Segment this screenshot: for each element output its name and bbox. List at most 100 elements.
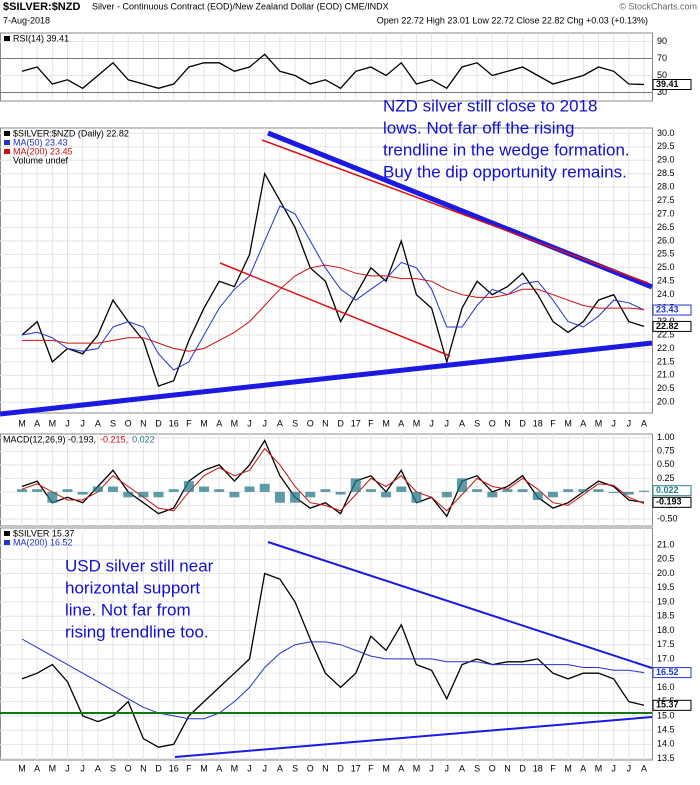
histogram-bar bbox=[502, 489, 513, 492]
x-tick-label: A bbox=[641, 418, 647, 428]
x-tick-label: 17 bbox=[351, 763, 361, 773]
series-line bbox=[21, 171, 645, 387]
trendline bbox=[219, 262, 451, 357]
histogram-bar bbox=[456, 478, 467, 492]
x-tick-label: 16 bbox=[169, 418, 179, 428]
x-tick-label: J bbox=[262, 763, 267, 773]
y-tick-label: 30.0 bbox=[657, 128, 675, 138]
legend-entry: MACD(12,26,9) -0.193, bbox=[3, 434, 96, 444]
x-tick-label: M bbox=[49, 763, 57, 773]
x-tick-label: D bbox=[519, 763, 526, 773]
histogram-bar bbox=[305, 491, 316, 498]
x-tick-label: J bbox=[611, 763, 616, 773]
x-tick-label: S bbox=[292, 418, 298, 428]
y-tick-label: 0.50 bbox=[657, 459, 675, 469]
x-tick-label: J bbox=[445, 418, 450, 428]
x-tick-label: A bbox=[641, 763, 647, 773]
histogram-bar bbox=[183, 481, 194, 492]
trendline bbox=[174, 716, 653, 758]
date: 7-Aug-2018 bbox=[3, 15, 50, 25]
symbol: $SILVER:$NZD bbox=[3, 1, 80, 13]
y-tick-label: 18.5 bbox=[657, 611, 675, 621]
x-tick-label: J bbox=[429, 763, 434, 773]
histogram-bar bbox=[259, 483, 270, 492]
x-tick-label: M bbox=[564, 418, 572, 428]
histogram-bar bbox=[335, 491, 346, 495]
y-tick-label: 29.0 bbox=[657, 155, 675, 165]
y-tick-label: 26.5 bbox=[657, 222, 675, 232]
x-tick-label: M bbox=[382, 418, 390, 428]
legend-entry: MA(50) 23.43 bbox=[13, 137, 68, 147]
trendline bbox=[0, 340, 653, 417]
x-tick-label: O bbox=[489, 418, 496, 428]
y-tick-label: 27.5 bbox=[657, 195, 675, 205]
histogram-bar bbox=[578, 489, 589, 492]
histogram-bar bbox=[108, 486, 119, 492]
value-tag bbox=[652, 667, 692, 679]
x-tick-label: M bbox=[18, 418, 26, 428]
value-tag bbox=[652, 485, 692, 497]
histogram-bar bbox=[17, 489, 27, 492]
histogram-bar bbox=[244, 486, 255, 492]
y-tick-label: 26.0 bbox=[657, 235, 675, 245]
panel-frame bbox=[0, 433, 653, 527]
x-tick-label: J bbox=[247, 418, 252, 428]
histogram-bar bbox=[396, 486, 407, 492]
legend-entry: RSI(14) 39.41 bbox=[13, 33, 69, 43]
y-tick-label: 20.5 bbox=[657, 383, 675, 393]
x-tick-label: 18 bbox=[533, 418, 543, 428]
x-tick-label: D bbox=[337, 763, 344, 773]
x-tick-label: A bbox=[95, 763, 101, 773]
credit: © StockCharts.com bbox=[619, 1, 697, 11]
x-tick-label: F bbox=[550, 418, 556, 428]
series-line bbox=[21, 638, 645, 720]
y-tick-label: 1.00 bbox=[657, 432, 675, 442]
histogram-bar bbox=[214, 489, 225, 492]
x-tick-label: M bbox=[564, 763, 572, 773]
series-line bbox=[21, 572, 645, 748]
histogram-bar bbox=[623, 491, 634, 495]
histogram-bar bbox=[472, 489, 483, 492]
trendline bbox=[267, 541, 653, 669]
x-tick-label: M bbox=[413, 418, 421, 428]
y-tick-label: 24.0 bbox=[657, 289, 675, 299]
legend-swatch bbox=[4, 140, 10, 145]
annotation: NZD silver still close to 2018 bbox=[383, 96, 597, 115]
series-line bbox=[21, 447, 645, 512]
histogram-bar bbox=[547, 491, 558, 498]
x-tick-label: A bbox=[459, 763, 465, 773]
y-tick-label: 28.5 bbox=[657, 168, 675, 178]
x-tick-label: M bbox=[231, 418, 239, 428]
y-tick-label: 22.0 bbox=[657, 343, 675, 353]
x-tick-label: D bbox=[337, 418, 344, 428]
x-tick-label: S bbox=[292, 763, 298, 773]
x-tick-label: S bbox=[110, 763, 116, 773]
x-tick-label: D bbox=[519, 418, 526, 428]
histogram-bar bbox=[92, 486, 103, 492]
legend-entry: 0.022 bbox=[132, 434, 155, 444]
legend-entry: -0.215, bbox=[100, 434, 128, 444]
x-tick-label: J bbox=[80, 763, 85, 773]
x-tick-label: A bbox=[580, 763, 586, 773]
x-tick-label: J bbox=[445, 763, 450, 773]
annotation: rising trendline too. bbox=[65, 622, 209, 641]
y-tick-label: 21.0 bbox=[657, 370, 675, 380]
x-tick-label: J bbox=[247, 763, 252, 773]
x-tick-label: N bbox=[322, 418, 329, 428]
y-tick-label: 70 bbox=[657, 53, 667, 63]
histogram-bar bbox=[274, 491, 285, 503]
y-tick-label: 0.75 bbox=[657, 446, 675, 456]
histogram-bar bbox=[168, 489, 179, 492]
x-tick-label: A bbox=[277, 418, 283, 428]
y-tick-label: 20.0 bbox=[657, 568, 675, 578]
x-tick-label: S bbox=[110, 418, 116, 428]
legend-swatch bbox=[4, 531, 10, 536]
value-tag bbox=[652, 79, 692, 91]
legend-entry: Volume undef bbox=[13, 155, 69, 165]
x-tick-label: S bbox=[474, 763, 480, 773]
x-tick-label: N bbox=[504, 418, 511, 428]
y-tick-label: 20.0 bbox=[657, 397, 675, 407]
series-line bbox=[21, 205, 645, 371]
x-tick-label: O bbox=[489, 763, 496, 773]
x-tick-label: 17 bbox=[351, 418, 361, 428]
